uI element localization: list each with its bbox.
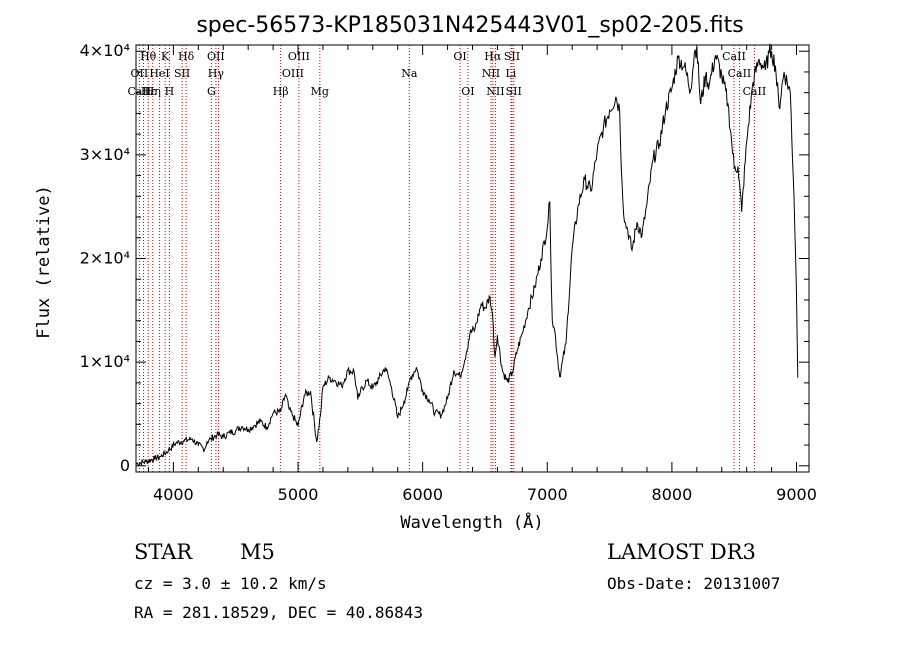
spectral-line-label: OIII <box>288 50 310 63</box>
spectral-line-label: OII <box>207 50 225 63</box>
chart-title: spec-56573-KP185031N425443V01_sp02-205.f… <box>196 13 743 38</box>
x-axis-label: Wavelength (Å) <box>400 511 543 533</box>
redshift-text: cz = 3.0 ± 10.2 km/s <box>134 574 327 593</box>
x-tick-label: 8000 <box>652 485 693 504</box>
spectral-line-label: SII <box>174 67 190 80</box>
spectral-line-label: SII <box>504 50 520 63</box>
spectral-line-label: NII <box>486 85 504 98</box>
spectral-line-label: Hθ <box>140 50 157 63</box>
spectral-line-label: Mg <box>311 85 329 98</box>
y-axis-label: Flux (relative) <box>34 185 54 339</box>
spectral-line-label: OI <box>461 85 474 98</box>
spectral-line-label: SII <box>506 85 522 98</box>
survey-name: LAMOST DR3 <box>607 540 756 564</box>
object-class: STAR <box>134 540 193 564</box>
y-axis-ticks: 0 1×10⁴ 2×10⁴ 3×10⁴ 4×10⁴ <box>80 41 809 475</box>
spectral-line-label: CaII <box>722 50 746 63</box>
spectral-line-label: OI <box>453 50 466 63</box>
spectral-line-label: Na <box>401 67 418 80</box>
spectral-line-label: NII <box>482 67 500 80</box>
y-tick-label: 4×10⁴ <box>80 41 130 60</box>
object-subclass: M5 <box>240 540 275 564</box>
spectral-line-label: OII <box>131 67 149 80</box>
coordinates-text: RA = 281.18529, DEC = 40.86843 <box>134 603 423 622</box>
y-tick-label: 1×10⁴ <box>80 352 130 371</box>
plot-frame <box>135 44 810 473</box>
x-tick-label: 6000 <box>402 485 443 504</box>
spectral-line-label: OIII <box>282 67 304 80</box>
x-tick-label: 7000 <box>527 485 568 504</box>
spectral-marker-lines <box>138 45 755 472</box>
spectral-line-label: G <box>207 85 216 98</box>
y-tick-label: 2×10⁴ <box>80 249 130 268</box>
x-tick-label: 5000 <box>278 485 319 504</box>
spectral-line-label: CaII <box>128 85 152 98</box>
x-tick-label: 4000 <box>153 485 194 504</box>
spectral-line-label: Hβ <box>273 85 289 98</box>
spectral-line-label: HeI <box>149 67 169 80</box>
spectral-line-label: Hα <box>484 50 502 63</box>
spectral-line-label: Hη <box>145 85 161 98</box>
y-tick-label: 0 <box>120 456 130 475</box>
spectral-line-label: CaII <box>728 67 752 80</box>
spectral-line-label: Hδ <box>178 50 195 63</box>
y-tick-label: 3×10⁴ <box>80 145 130 164</box>
spectral-line-label: Li <box>505 67 516 80</box>
spectral-line-label: CaII <box>743 85 767 98</box>
x-tick-label: 9000 <box>776 485 817 504</box>
flux-series-line <box>135 43 799 467</box>
spectral-line-label: Hε <box>141 85 157 98</box>
obs-date: Obs-Date: 20131007 <box>607 574 781 593</box>
spectral-line-label: K <box>161 50 170 63</box>
spectral-line-label: H <box>165 85 175 98</box>
x-axis-ticks: 4000 5000 6000 7000 8000 9000 <box>147 45 817 504</box>
spectral-line-label: Hγ <box>208 67 225 80</box>
